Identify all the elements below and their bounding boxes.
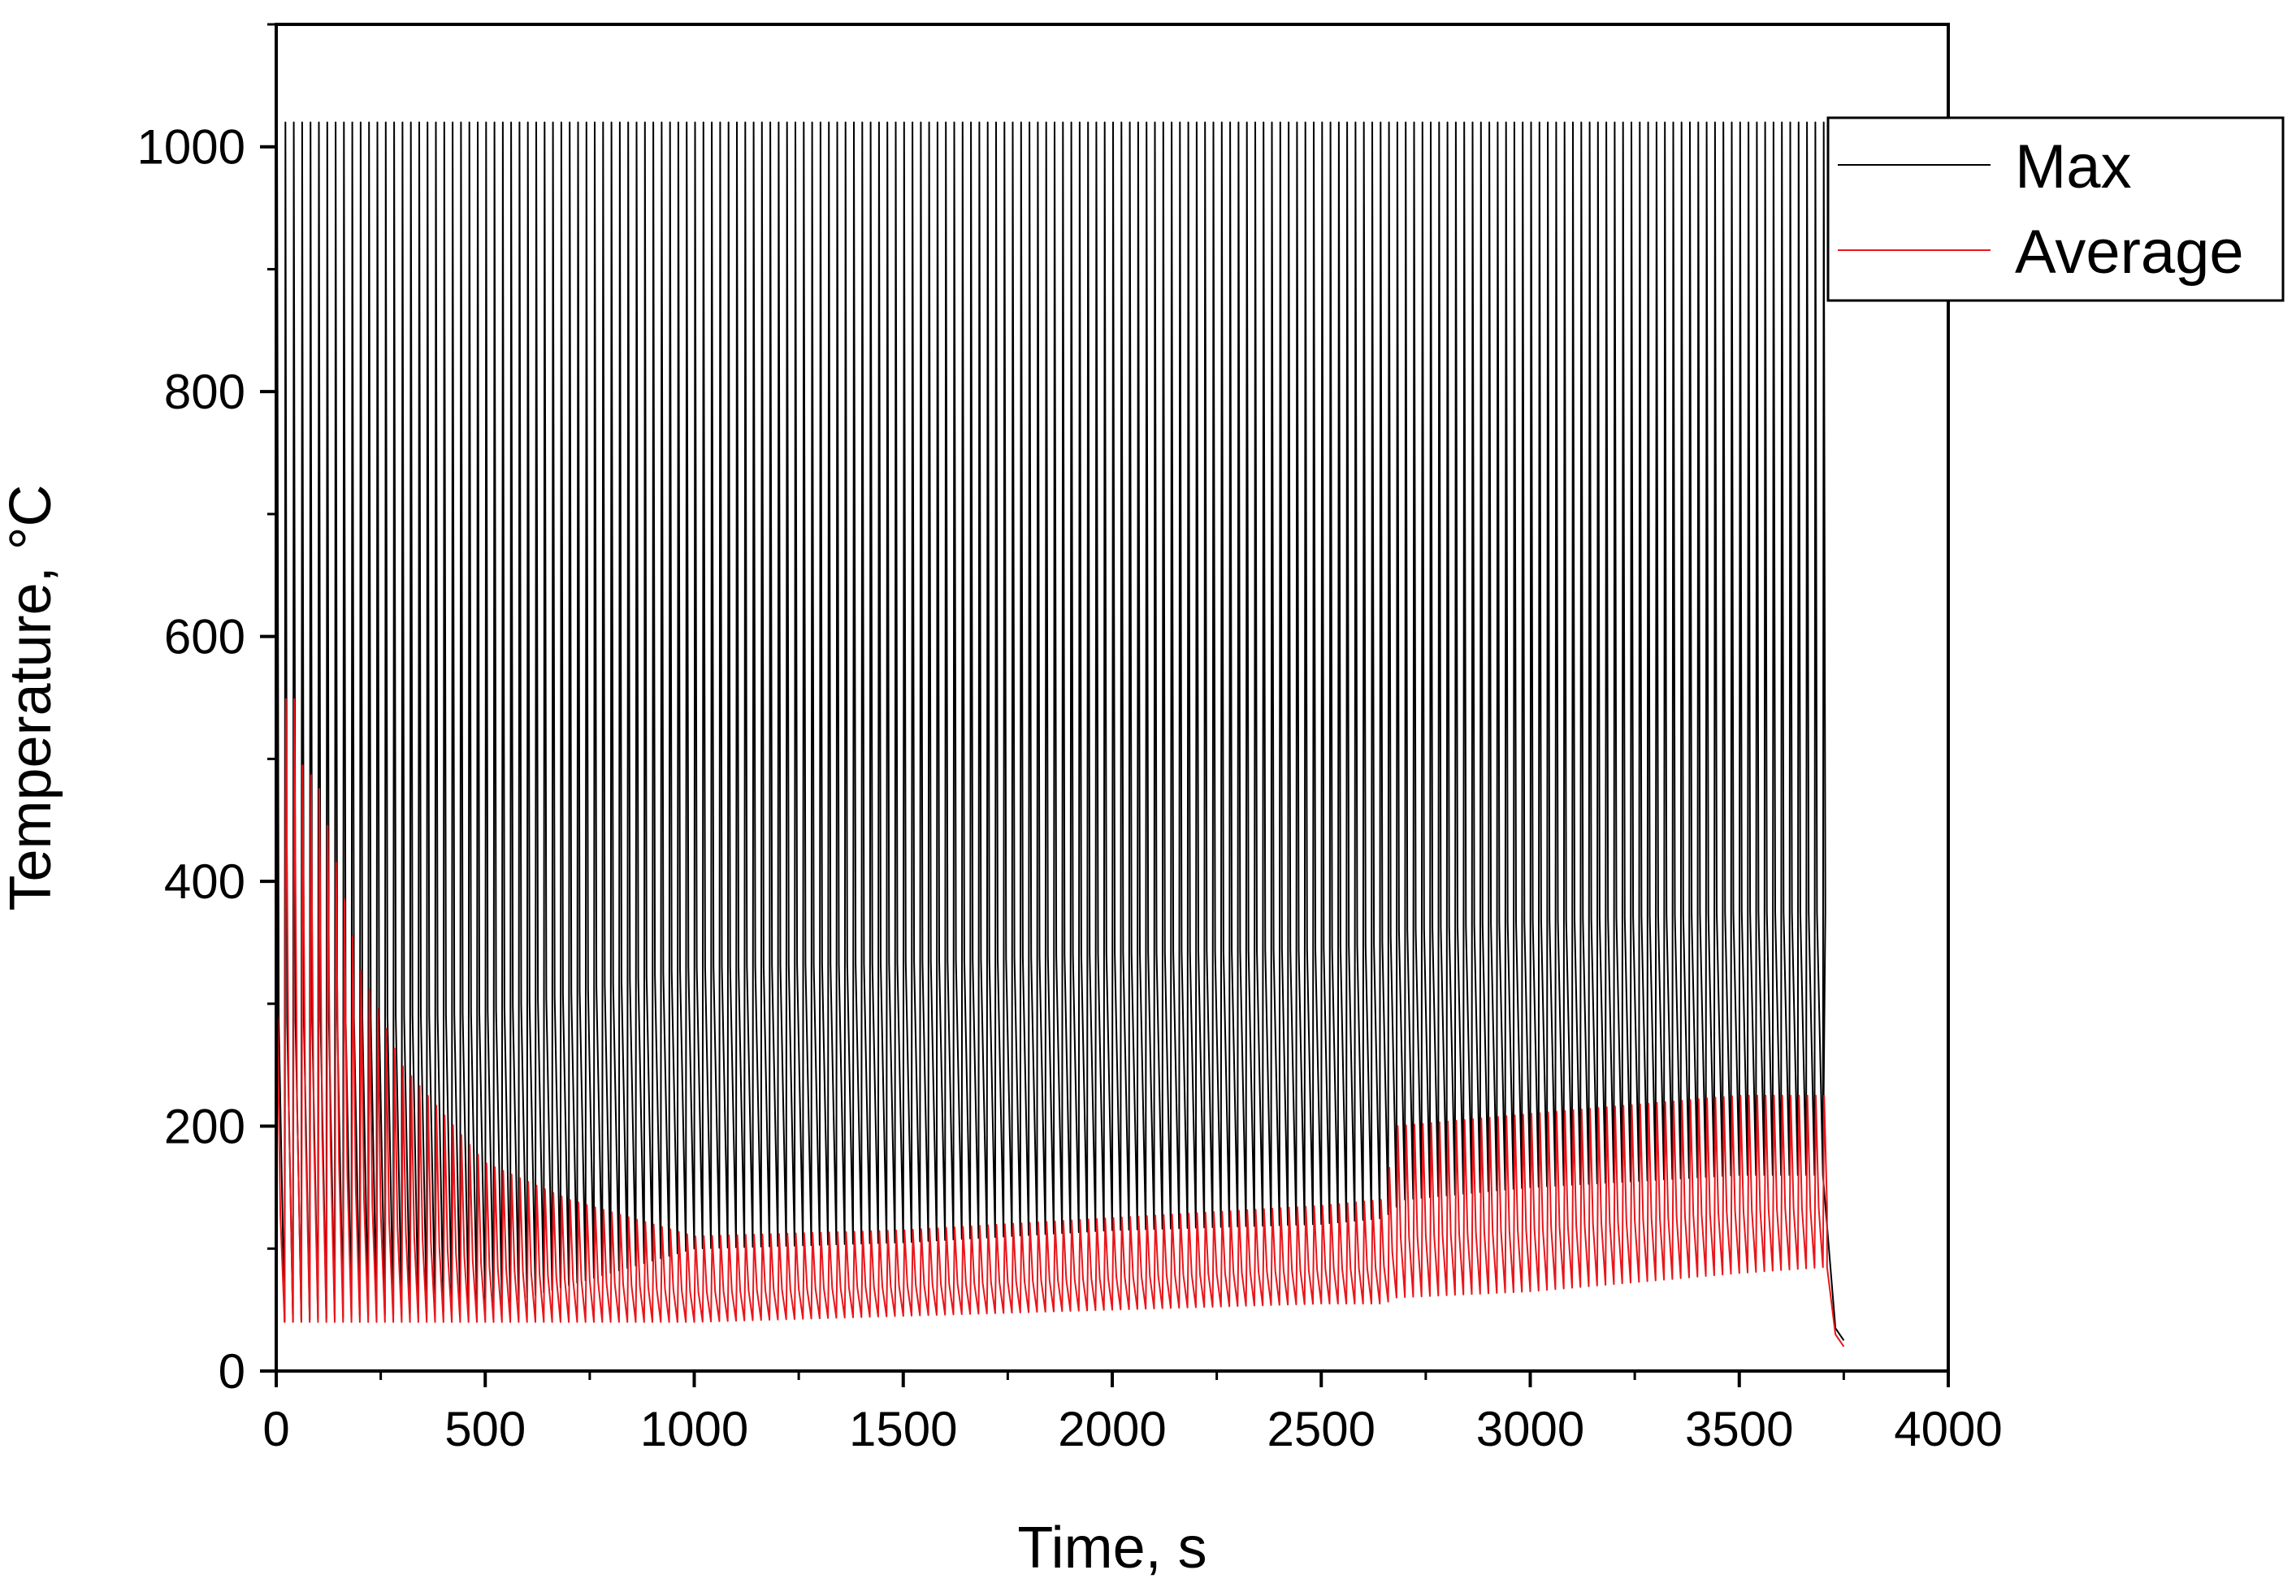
series-layer xyxy=(275,121,1845,1347)
y-tick-label: 200 xyxy=(164,1100,245,1154)
x-tick-label: 4000 xyxy=(1894,1402,2002,1456)
x-tick-label: 2500 xyxy=(1267,1402,1375,1456)
series-max-line xyxy=(275,121,1845,1341)
legend-label-max: Max xyxy=(2015,132,2132,201)
y-tick-label: 600 xyxy=(164,610,245,664)
legend-label-average: Average xyxy=(2015,218,2244,287)
x-tick-label: 0 xyxy=(262,1402,289,1456)
x-tick-label: 1500 xyxy=(849,1402,957,1456)
series-average-line xyxy=(275,698,1845,1347)
x-tick-label: 3000 xyxy=(1476,1402,1584,1456)
x-tick-label: 1000 xyxy=(640,1402,748,1456)
legend: Max Average xyxy=(1826,116,2285,302)
y-axis-title: Temperature, °C xyxy=(0,485,63,911)
y-tick-label: 1000 xyxy=(137,120,245,175)
y-tick-label: 400 xyxy=(164,854,245,909)
tick-layer: 0 500 1000 1500 2000 2500 3000 3500 4000 0 200 400 6… xyxy=(137,23,2003,1456)
y-tick-label: 800 xyxy=(164,365,245,419)
legend-box xyxy=(1826,116,2285,302)
x-tick-label: 2000 xyxy=(1058,1402,1166,1456)
y-tick-label: 0 xyxy=(219,1344,245,1399)
x-tick-label: 500 xyxy=(444,1402,526,1456)
x-axis-title: Time, s xyxy=(1017,1516,1206,1581)
x-tick-label: 3500 xyxy=(1685,1402,1793,1456)
